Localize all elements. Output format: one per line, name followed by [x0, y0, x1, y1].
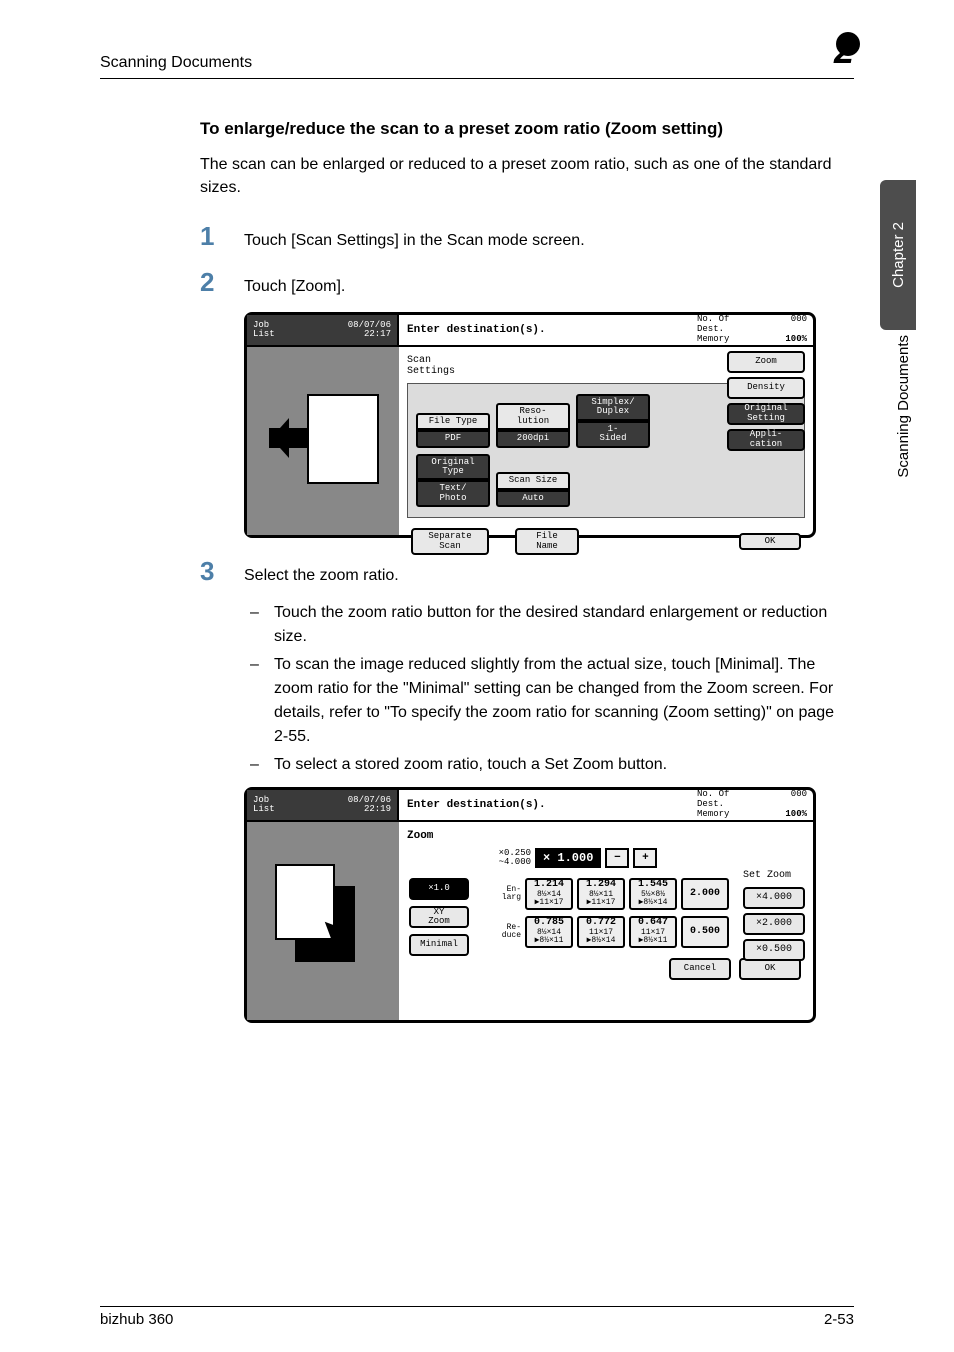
- side-tab-section: Scanning Documents: [895, 335, 912, 478]
- header-section-title: Scanning Documents: [100, 54, 252, 72]
- job-list-button[interactable]: Job List 08/07/06 22:17: [247, 315, 399, 345]
- zoom-range: ×0.250 ~4.000: [487, 849, 531, 867]
- step-1: 1 Touch [Scan Settings] in the Scan mode…: [200, 221, 844, 252]
- zoom-x1-button[interactable]: ×1.0: [409, 878, 469, 900]
- bullet-1: –Touch the zoom ratio button for the des…: [250, 601, 844, 649]
- header-divider: [100, 78, 854, 79]
- step-3-text: Select the zoom ratio.: [244, 564, 399, 587]
- footer-left: bizhub 360: [100, 1311, 173, 1328]
- chapter-number: 2: [834, 30, 854, 72]
- separate-scan-button[interactable]: Separate Scan: [411, 528, 489, 555]
- enlarge-ratio-0[interactable]: 1.2148½×14 ▶11×17: [525, 878, 573, 910]
- step-2-text: Touch [Zoom].: [244, 275, 345, 298]
- enter-destination-label-2: Enter destination(s).: [399, 790, 697, 820]
- original-type-value: Text/ Photo: [416, 480, 490, 507]
- set-zoom-0[interactable]: ×4.000: [743, 887, 805, 909]
- zoom-panel-title: Zoom: [407, 830, 805, 842]
- preview-thumbnail: [247, 347, 399, 535]
- step-1-number: 1: [200, 221, 244, 252]
- set-zoom-label: Set Zoom: [743, 870, 805, 881]
- step-1-text: Touch [Scan Settings] in the Scan mode s…: [244, 229, 585, 252]
- enlarge-ratio-1[interactable]: 1.2948½×11 ▶11×17: [577, 878, 625, 910]
- step-2: 2 Touch [Zoom].: [200, 267, 844, 298]
- reduce-ratio-3[interactable]: 0.500: [681, 916, 729, 948]
- enlarge-ratio-2[interactable]: 1.5455½×8½ ▶8½×14: [629, 878, 677, 910]
- zoom-minus-button[interactable]: −: [605, 848, 629, 868]
- reduce-ratio-1[interactable]: 0.77211×17 ▶8½×14: [577, 916, 625, 948]
- enlarge-ratio-3[interactable]: 2.000: [681, 878, 729, 910]
- job-list-label: Job List: [253, 321, 275, 339]
- scan-size-button[interactable]: Scan Size: [496, 472, 570, 489]
- preview-thumbnail-2: [247, 822, 399, 1020]
- step-2-number: 2: [200, 267, 244, 298]
- zoom-cancel-button[interactable]: Cancel: [669, 958, 731, 980]
- reduce-ratio-0[interactable]: 0.7858½×14 ▶8½×11: [525, 916, 573, 948]
- set-zoom-1[interactable]: ×2.000: [743, 913, 805, 935]
- bullet-3: –To select a stored zoom ratio, touch a …: [250, 753, 844, 777]
- density-button[interactable]: Density: [727, 377, 805, 399]
- resolution-value: 200dpi: [496, 430, 570, 447]
- scan-settings-screen: Job List 08/07/06 22:17 Enter destinatio…: [244, 312, 816, 538]
- screen1-time: 22:17: [364, 329, 391, 339]
- left-arrow-icon: [269, 428, 309, 448]
- scan-size-value: Auto: [496, 490, 570, 507]
- dest-status: No. Of Dest. 000 Memory 100%: [697, 315, 813, 345]
- step-3: 3 Select the zoom ratio.: [200, 556, 844, 587]
- simplex-value: 1- Sided: [576, 421, 650, 448]
- enlarge-label: En- larg: [487, 886, 521, 902]
- original-setting-button[interactable]: Original Setting: [727, 403, 805, 425]
- application-button[interactable]: Appli- cation: [727, 429, 805, 451]
- ok-button[interactable]: OK: [739, 533, 801, 550]
- reduce-label: Re- duce: [487, 924, 521, 940]
- intro-paragraph: The scan can be enlarged or reduced to a…: [200, 153, 844, 199]
- xy-zoom-button[interactable]: XY Zoom: [409, 906, 469, 928]
- zoom-current-value: × 1.000: [535, 848, 601, 868]
- enter-destination-label: Enter destination(s).: [399, 315, 697, 345]
- zoom-button[interactable]: Zoom: [727, 351, 805, 373]
- zoom-screen: Job List 08/07/06 22:19 Enter destinatio…: [244, 787, 816, 1023]
- resolution-button[interactable]: Reso- lution: [496, 403, 570, 430]
- simplex-duplex-button[interactable]: Simplex/ Duplex: [576, 394, 650, 421]
- bullet-2: –To scan the image reduced slightly from…: [250, 653, 844, 749]
- section-heading: To enlarge/reduce the scan to a preset z…: [200, 119, 844, 139]
- step-3-number: 3: [200, 556, 244, 587]
- file-name-button[interactable]: File Name: [515, 528, 579, 555]
- side-tab-chapter: Chapter 2: [880, 180, 916, 330]
- job-list-button-2[interactable]: Job List 08/07/06 22:19: [247, 790, 399, 820]
- zoom-ok-button[interactable]: OK: [739, 958, 801, 980]
- footer-right: 2-53: [824, 1311, 854, 1328]
- set-zoom-2[interactable]: ×0.500: [743, 939, 805, 961]
- original-type-button[interactable]: Original Type: [416, 454, 490, 481]
- file-type-button[interactable]: File Type: [416, 413, 490, 430]
- dest-status-2: No. Of Dest. 000 Memory 100%: [697, 790, 813, 820]
- screen2-time: 22:19: [364, 804, 391, 814]
- zoom-plus-button[interactable]: +: [633, 848, 657, 868]
- file-type-value: PDF: [416, 430, 490, 447]
- minimal-button[interactable]: Minimal: [409, 934, 469, 956]
- job-list-label-2: Job List: [253, 796, 275, 814]
- reduce-ratio-2[interactable]: 0.64711×17 ▶8½×11: [629, 916, 677, 948]
